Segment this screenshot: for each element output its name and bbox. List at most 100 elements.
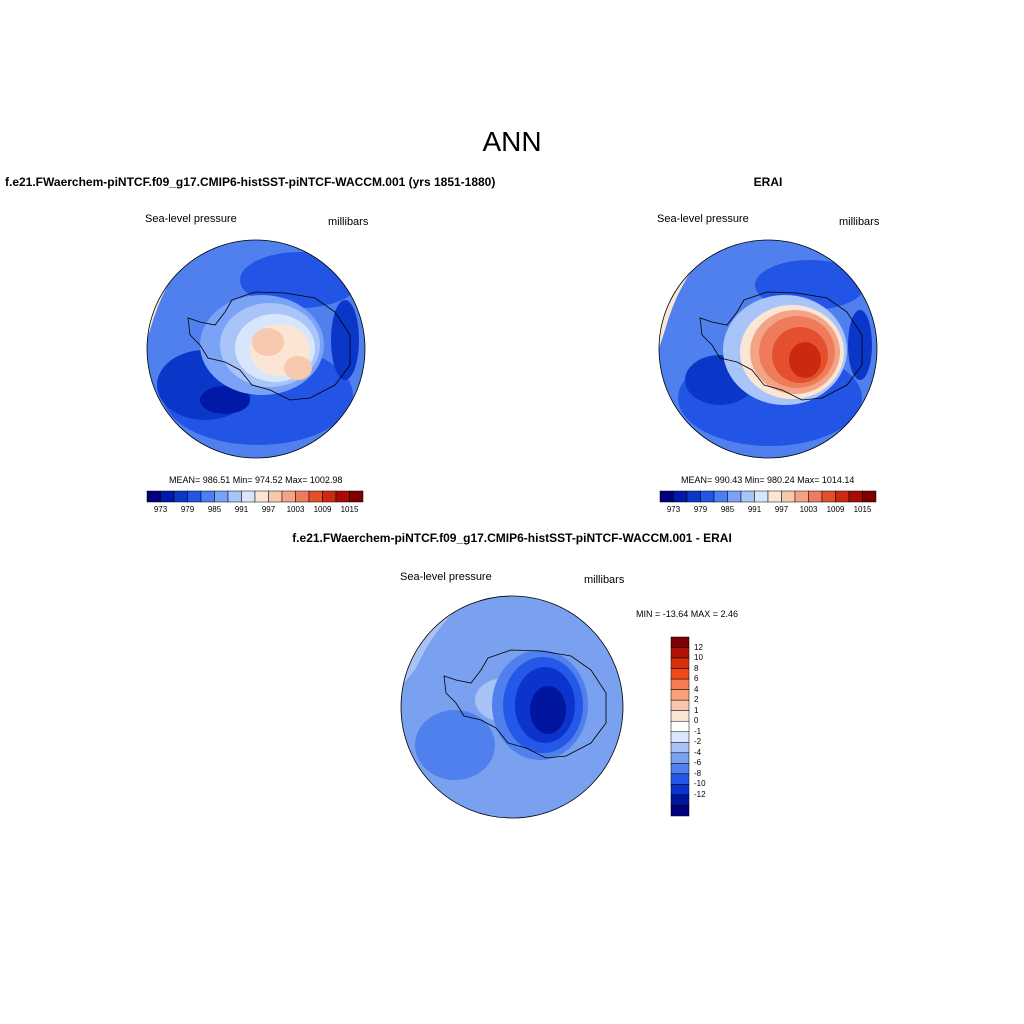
colorbar-swatch	[794, 490, 809, 503]
colorbar-swatch	[295, 490, 310, 503]
panel-1-units-label: millibars	[328, 216, 369, 228]
colorbar-swatch	[214, 490, 229, 503]
colorbar-tick-label: 2	[694, 695, 699, 705]
panel-3-case-title: f.e21.FWaerchem-piNTCF.f09_g17.CMIP6-his…	[292, 531, 732, 545]
colorbar-tick-label: 10	[694, 653, 703, 663]
colorbar-swatch	[700, 490, 715, 503]
colorbar-swatch	[713, 490, 728, 503]
panel-3-colorbar	[670, 636, 690, 817]
colorbar-swatch	[821, 490, 836, 503]
colorbar-tick-label: 997	[261, 505, 276, 514]
colorbar-swatch	[686, 490, 701, 503]
colorbar-swatch	[254, 490, 269, 503]
colorbar-swatch	[767, 490, 782, 503]
colorbar-swatch	[281, 490, 296, 503]
colorbar-swatch	[670, 668, 690, 680]
colorbar-swatch	[670, 784, 690, 796]
colorbar-tick-label: 985	[720, 505, 735, 514]
colorbar-swatch	[670, 699, 690, 711]
colorbar-swatch	[862, 490, 877, 503]
panel-1-map	[146, 239, 366, 459]
colorbar-swatch	[740, 490, 755, 503]
colorbar-tick-label: 1	[694, 705, 699, 715]
colorbar-swatch	[670, 678, 690, 690]
colorbar-swatch	[808, 490, 823, 503]
colorbar-tick-label: 4	[694, 684, 699, 694]
panel-1-colorbar	[146, 490, 364, 503]
colorbar-tick-label: -6	[694, 758, 702, 768]
colorbar-swatch	[670, 636, 690, 648]
colorbar-tick-label: 985	[207, 505, 222, 514]
colorbar-swatch	[754, 490, 769, 503]
colorbar-swatch	[670, 805, 690, 817]
colorbar-tick-label: 0	[694, 716, 699, 726]
colorbar-tick-label: 1009	[313, 505, 332, 514]
colorbar-tick-label: 12	[694, 642, 703, 652]
colorbar-swatch	[146, 490, 161, 503]
colorbar-swatch	[160, 490, 175, 503]
colorbar-tick-label: 1015	[853, 505, 872, 514]
colorbar-swatch	[659, 490, 674, 503]
panel-2-units-label: millibars	[839, 216, 880, 228]
colorbar-swatch	[781, 490, 796, 503]
colorbar-swatch	[670, 731, 690, 743]
colorbar-tick-label: 973	[666, 505, 681, 514]
colorbar-tick-label: 997	[774, 505, 789, 514]
colorbar-tick-label: 973	[153, 505, 168, 514]
colorbar-tick-label: -12	[694, 789, 706, 799]
panel-2-colorbar	[659, 490, 877, 503]
colorbar-swatch	[173, 490, 188, 503]
colorbar-tick-label: -4	[694, 747, 702, 757]
colorbar-tick-label: 979	[693, 505, 708, 514]
colorbar-swatch	[670, 657, 690, 669]
colorbar-swatch	[848, 490, 863, 503]
colorbar-swatch	[670, 752, 690, 764]
panel-3-variable-label: Sea-level pressure	[400, 571, 492, 583]
colorbar-swatch	[200, 490, 215, 503]
colorbar-tick-label: 8	[694, 663, 699, 673]
colorbar-tick-label: 6	[694, 674, 699, 684]
panel-1-stats: MEAN= 986.51 Min= 974.52 Max= 1002.98	[169, 475, 343, 485]
colorbar-tick-label: 1009	[826, 505, 845, 514]
colorbar-swatch	[349, 490, 364, 503]
colorbar-swatch	[322, 490, 337, 503]
colorbar-swatch	[673, 490, 688, 503]
colorbar-swatch	[670, 794, 690, 806]
panel-2-case-title: ERAI	[753, 175, 783, 189]
colorbar-swatch	[670, 742, 690, 754]
panel-2-stats: MEAN= 990.43 Min= 980.24 Max= 1014.14	[681, 475, 855, 485]
panel-3-map	[400, 595, 624, 819]
panel-2-variable-label: Sea-level pressure	[657, 213, 749, 225]
colorbar-swatch	[835, 490, 850, 503]
colorbar-tick-label: 1003	[799, 505, 818, 514]
colorbar-tick-label: -8	[694, 768, 702, 778]
colorbar-swatch	[308, 490, 323, 503]
colorbar-tick-label: 1015	[340, 505, 359, 514]
colorbar-swatch	[670, 773, 690, 785]
panel-3-units-label: millibars	[584, 574, 625, 586]
colorbar-tick-label: -2	[694, 737, 702, 747]
colorbar-swatch	[268, 490, 283, 503]
panel-1-variable-label: Sea-level pressure	[145, 213, 237, 225]
colorbar-swatch	[727, 490, 742, 503]
colorbar-swatch	[335, 490, 350, 503]
colorbar-swatch	[670, 763, 690, 775]
figure-title: ANN	[482, 126, 542, 157]
colorbar-swatch	[670, 647, 690, 659]
colorbar-tick-label: 991	[747, 505, 762, 514]
colorbar-swatch	[670, 689, 690, 701]
colorbar-tick-label: -1	[694, 726, 702, 736]
colorbar-swatch	[187, 490, 202, 503]
panel-2-map	[658, 239, 878, 459]
panel-3-stats: MIN = -13.64 MAX = 2.46	[636, 609, 739, 619]
colorbar-swatch	[670, 710, 690, 722]
colorbar-tick-label: 991	[234, 505, 249, 514]
colorbar-tick-label: 979	[180, 505, 195, 514]
colorbar-swatch	[227, 490, 242, 503]
colorbar-swatch	[670, 720, 690, 733]
panel-1-case-title: f.e21.FWaerchem-piNTCF.f09_g17.CMIP6-his…	[5, 175, 496, 189]
colorbar-swatch	[241, 490, 256, 503]
colorbar-tick-label: -10	[694, 779, 706, 789]
colorbar-tick-label: 1003	[286, 505, 305, 514]
